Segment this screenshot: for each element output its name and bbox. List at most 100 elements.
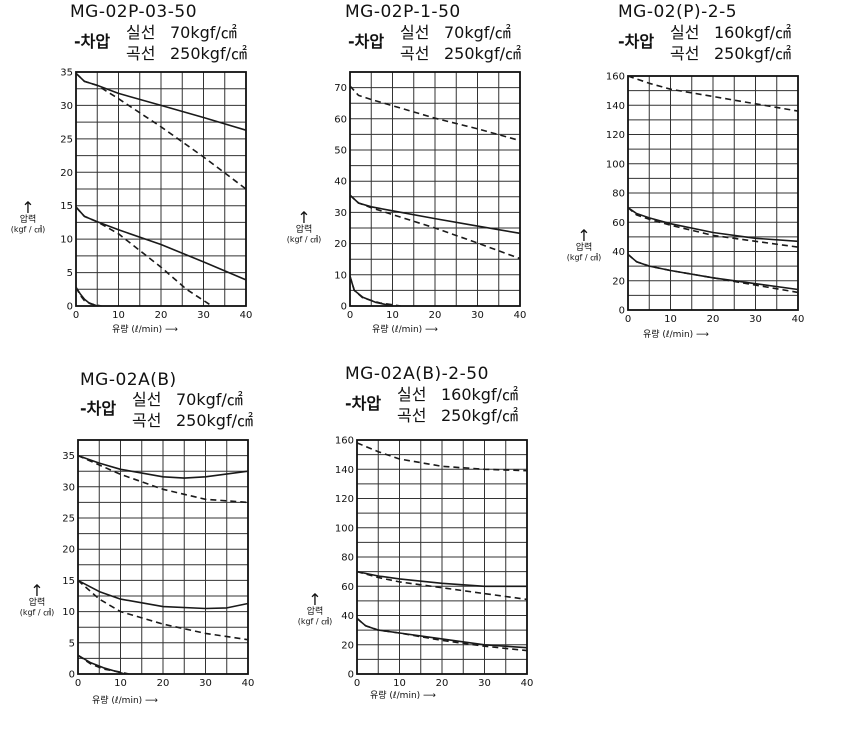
series-line-solid <box>356 617 528 649</box>
series-line-solid <box>77 654 126 675</box>
legend-value: 160kgf/㎠ <box>714 23 791 42</box>
series-line-dashed <box>75 286 102 307</box>
y-axis-unit: (kgf / ㎠) <box>10 224 46 234</box>
series-line-dashed <box>356 570 528 601</box>
y-tick-label: 30 <box>60 101 73 112</box>
condition-name: -차압 <box>348 32 385 51</box>
series-line-solid <box>627 206 799 243</box>
y-tick-label: 100 <box>335 523 354 534</box>
legend-value: 160kgf/㎠ <box>441 385 518 404</box>
y-tick-label: 20 <box>612 276 625 287</box>
x-tick-label: 0 <box>347 310 353 321</box>
y-axis-unit: (kgf / ㎠) <box>286 234 322 244</box>
y-tick-label: 10 <box>334 270 347 281</box>
y-tick-label: 20 <box>62 545 75 556</box>
y-tick-label: 100 <box>606 159 625 170</box>
series-line-solid <box>77 454 249 479</box>
x-axis-label: 유량 (ℓ/min) ⟶ <box>112 322 178 335</box>
up-arrow-icon: ↑ <box>577 226 591 245</box>
y-tick-label: 60 <box>612 218 625 229</box>
series-line-solid <box>349 276 393 307</box>
y-axis-unit: (kgf / ㎠) <box>566 252 602 262</box>
y-tick-label: 5 <box>69 638 75 649</box>
series-line-dashed <box>349 276 402 307</box>
x-tick-label: 30 <box>199 678 212 689</box>
x-tick-label: 30 <box>197 310 210 321</box>
series-line-solid <box>75 206 247 281</box>
legend-label: 실선 <box>670 23 700 42</box>
series-line-solid <box>627 253 799 291</box>
y-tick-label: 0 <box>341 302 347 313</box>
legend-value: 250kgf/㎠ <box>176 411 253 430</box>
plot-frame <box>77 439 249 675</box>
x-tick-label: 30 <box>471 310 484 321</box>
y-tick-label: 140 <box>335 465 354 476</box>
legend-label: 곡선 <box>397 406 427 425</box>
y-axis-title: 압력 <box>575 243 593 253</box>
series-line-solid <box>75 72 247 131</box>
series-line-dashed <box>627 206 799 248</box>
legend-value: 250kgf/㎠ <box>714 44 791 63</box>
right-arrow-icon: ⟶ <box>425 325 438 335</box>
y-tick-label: 35 <box>60 68 73 79</box>
series-line-dashed <box>77 454 249 504</box>
y-tick-label: 0 <box>67 302 73 313</box>
up-arrow-icon: ↑ <box>30 581 44 600</box>
y-tick-label: 20 <box>334 239 347 250</box>
legend-value: 250kgf/㎠ <box>444 44 521 63</box>
legend-row-solid: 실선 70kgf/㎠ <box>132 392 243 408</box>
x-axis-title: 유량 (ℓ/min) <box>92 696 143 706</box>
x-tick-label: 40 <box>242 678 255 689</box>
series-line-dashed <box>349 194 521 260</box>
legend-value: 250kgf/㎠ <box>441 406 518 425</box>
x-axis-label: 유량 (ℓ/min) ⟶ <box>372 322 438 335</box>
legend-label: 실선 <box>132 390 162 409</box>
y-axis-label: ↑ 압력 (kgf / ㎠) <box>282 210 326 245</box>
y-tick-label: 0 <box>348 670 354 681</box>
legend-row-dashed: 곡선 250kgf/㎠ <box>670 46 791 62</box>
condition-name: -차압 <box>345 394 382 413</box>
x-axis-title: 유량 (ℓ/min) <box>370 691 421 701</box>
x-tick-label: 0 <box>73 310 79 321</box>
plot-frame <box>627 75 799 311</box>
x-tick-label: 20 <box>429 310 442 321</box>
legend-label: 실선 <box>400 23 430 42</box>
x-tick-label: 10 <box>112 310 125 321</box>
x-axis-label: 유량 (ℓ/min) ⟶ <box>643 327 709 340</box>
x-tick-label: 0 <box>625 314 631 325</box>
x-tick-label: 40 <box>792 314 805 325</box>
chart-title: MG-02(P)-2-5 <box>618 2 738 22</box>
plot-frame <box>349 71 521 307</box>
plot-frame <box>356 439 528 675</box>
y-tick-label: 120 <box>335 494 354 505</box>
series-line-solid <box>349 194 521 235</box>
y-tick-label: 140 <box>606 101 625 112</box>
series-line-dashed <box>77 579 249 641</box>
y-tick-label: 15 <box>60 201 73 212</box>
condition-name: -차압 <box>74 32 111 51</box>
y-tick-label: 0 <box>69 670 75 681</box>
legend-row-solid: 실선 160kgf/㎠ <box>670 25 791 41</box>
legend-value: 70kgf/㎠ <box>176 390 243 409</box>
y-axis-unit: (kgf / ㎠) <box>19 607 55 617</box>
y-tick-label: 30 <box>334 208 347 219</box>
y-tick-label: 40 <box>612 247 625 258</box>
legend-label: 곡선 <box>132 411 162 430</box>
legend-label: 곡선 <box>670 44 700 63</box>
x-axis-label: 유량 (ℓ/min) ⟶ <box>92 693 158 706</box>
x-tick-label: 10 <box>664 314 677 325</box>
chart-title: MG-02A(B) <box>80 370 177 390</box>
condition-name: -차압 <box>618 32 655 51</box>
y-tick-label: 0 <box>619 306 625 317</box>
condition-name: -차압 <box>80 399 117 418</box>
x-axis-title: 유량 (ℓ/min) <box>112 325 163 335</box>
x-tick-label: 30 <box>478 678 491 689</box>
y-tick-label: 60 <box>334 114 347 125</box>
legend-label: 곡선 <box>400 44 430 63</box>
legend-row-solid: 실선 160kgf/㎠ <box>397 387 518 403</box>
y-tick-label: 160 <box>606 72 625 83</box>
x-tick-label: 10 <box>114 678 127 689</box>
x-tick-label: 40 <box>514 310 527 321</box>
up-arrow-icon: ↑ <box>308 590 322 609</box>
series-line-solid <box>356 570 527 588</box>
